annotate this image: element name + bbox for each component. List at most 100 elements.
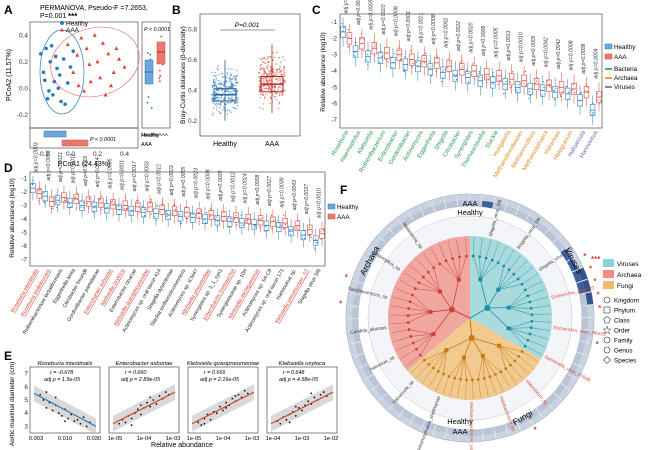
ring-block-healthy — [458, 435, 470, 442]
panel-e-point — [140, 413, 142, 416]
box-jitter-point — [362, 38, 364, 40]
panel-b-jitter-point — [223, 83, 225, 86]
box-jitter-point — [354, 56, 356, 58]
rank-legend-label: Genus — [614, 348, 633, 355]
box-jitter-point — [436, 58, 438, 60]
panel-b-jitter-point — [229, 101, 231, 104]
box-jitter-point — [528, 97, 530, 100]
box-jitter-point — [76, 192, 78, 195]
box-jitter-point — [393, 53, 395, 55]
ring-block-healthy — [471, 435, 483, 442]
panel-b-xtick-label: Healthy — [213, 141, 237, 148]
box-jitter-point — [241, 217, 243, 219]
panel-b-jitter-point — [217, 83, 220, 85]
ring-block-healthy — [408, 420, 423, 432]
healthy-point — [55, 66, 59, 71]
box-jitter-point — [284, 224, 287, 226]
panel-b-jitter-point — [266, 73, 269, 75]
panel-b-jitter-point — [277, 80, 279, 82]
panel-label-d: D — [4, 161, 13, 175]
ring-block-healthy — [346, 306, 353, 318]
tree-leaf — [404, 364, 407, 367]
tree-branch — [513, 261, 527, 275]
box-jitter-point — [166, 216, 168, 218]
box-jitter-point — [486, 81, 488, 84]
box-jitter-point — [301, 237, 303, 239]
box-jitter-point — [264, 230, 266, 233]
panel-b-jitter-point — [282, 56, 284, 58]
tree-branch — [527, 289, 545, 296]
side-jitter-point — [147, 95, 150, 98]
panel-e-xtick-label: 1e-03 — [166, 436, 181, 442]
tree-branch — [498, 345, 519, 357]
panel-a-aaa-ellipse — [50, 26, 140, 98]
panel-e-ytick-label: 7 — [24, 371, 28, 378]
ring-block-aaa — [362, 364, 374, 377]
ring-block-aaa — [581, 318, 588, 330]
panel-f: Shigella_virus_Sf6 Shigella_virus_SfIIShi… — [339, 193, 642, 450]
panel-e-point — [322, 391, 325, 393]
tree-branch — [508, 295, 529, 308]
box-jitter-point — [118, 206, 120, 208]
box-jitter-point — [391, 66, 393, 68]
padj-label: adj p=0.0008 — [394, 6, 400, 36]
ring-block-aaa — [354, 282, 364, 295]
tree-node-genus — [423, 358, 426, 362]
panel-e-point — [118, 422, 121, 425]
box-jitter-point — [203, 219, 205, 221]
panel-e-point — [279, 422, 282, 425]
padj-label: adj p=0.0017 — [132, 160, 138, 191]
tree-node-genus — [465, 254, 468, 258]
box-jitter-point — [403, 70, 405, 72]
ytick-label: -2 — [331, 35, 337, 42]
box-jitter-point — [154, 215, 156, 217]
panel-b-jitter-point — [234, 77, 237, 80]
aaa-point — [106, 51, 111, 56]
panel-b-jitter-point — [227, 102, 229, 104]
box-jitter-point — [472, 62, 474, 64]
tree-node-genus — [413, 287, 417, 291]
panel-a-ytick-label: 0.0 — [19, 85, 28, 92]
panel-b-jitter-point — [228, 76, 231, 79]
ring-block-healthy — [582, 279, 592, 293]
box-jitter-point — [303, 237, 306, 239]
panel-e-r: r = -0.678 — [50, 370, 73, 376]
panel-b-jitter-point — [275, 71, 278, 74]
tree-branch — [452, 258, 460, 280]
tree-branch — [416, 364, 429, 378]
padj-label: adj p=0.0008 — [568, 40, 574, 70]
box-jitter-point — [111, 200, 113, 202]
ring-block-healthy — [517, 204, 532, 216]
tree-branch — [478, 355, 484, 380]
panel-e-p: adj p = 1.5e-05 — [44, 377, 81, 383]
panel-e-point — [197, 421, 200, 424]
tree-leaf — [479, 396, 482, 399]
box-jitter-point — [592, 111, 594, 114]
panel-e-point — [288, 421, 291, 424]
ring-block-healthy — [397, 414, 411, 426]
ring-block-aaa — [383, 393, 396, 406]
padj-label: adj p=0.0001 — [406, 11, 412, 41]
tree-branch — [508, 328, 529, 341]
panel-b-jitter-point — [260, 58, 263, 61]
ring-block-healthy — [352, 355, 363, 369]
tree-leaf — [548, 312, 551, 315]
box-jitter-point — [398, 49, 400, 52]
box-jitter-point — [472, 64, 474, 66]
ring-block-healthy — [539, 217, 553, 230]
box-jitter-point — [587, 90, 589, 92]
tree-leaf — [505, 245, 508, 248]
tree-branch — [423, 276, 441, 292]
tree-branch — [500, 371, 510, 388]
aaa-point — [75, 52, 80, 57]
ring-block-healthy — [585, 330, 594, 343]
box-jitter-point — [515, 89, 517, 91]
panel-b-jitter-point — [217, 65, 219, 67]
panel-b-jitter-point — [235, 107, 237, 110]
panel-b-jitter-point — [219, 81, 222, 83]
box-jitter-point — [246, 221, 248, 223]
aaa-point — [122, 64, 127, 69]
ring-block-healthy — [346, 319, 353, 331]
panel-b-jitter-point — [267, 88, 270, 90]
significance-star: * — [345, 273, 349, 282]
